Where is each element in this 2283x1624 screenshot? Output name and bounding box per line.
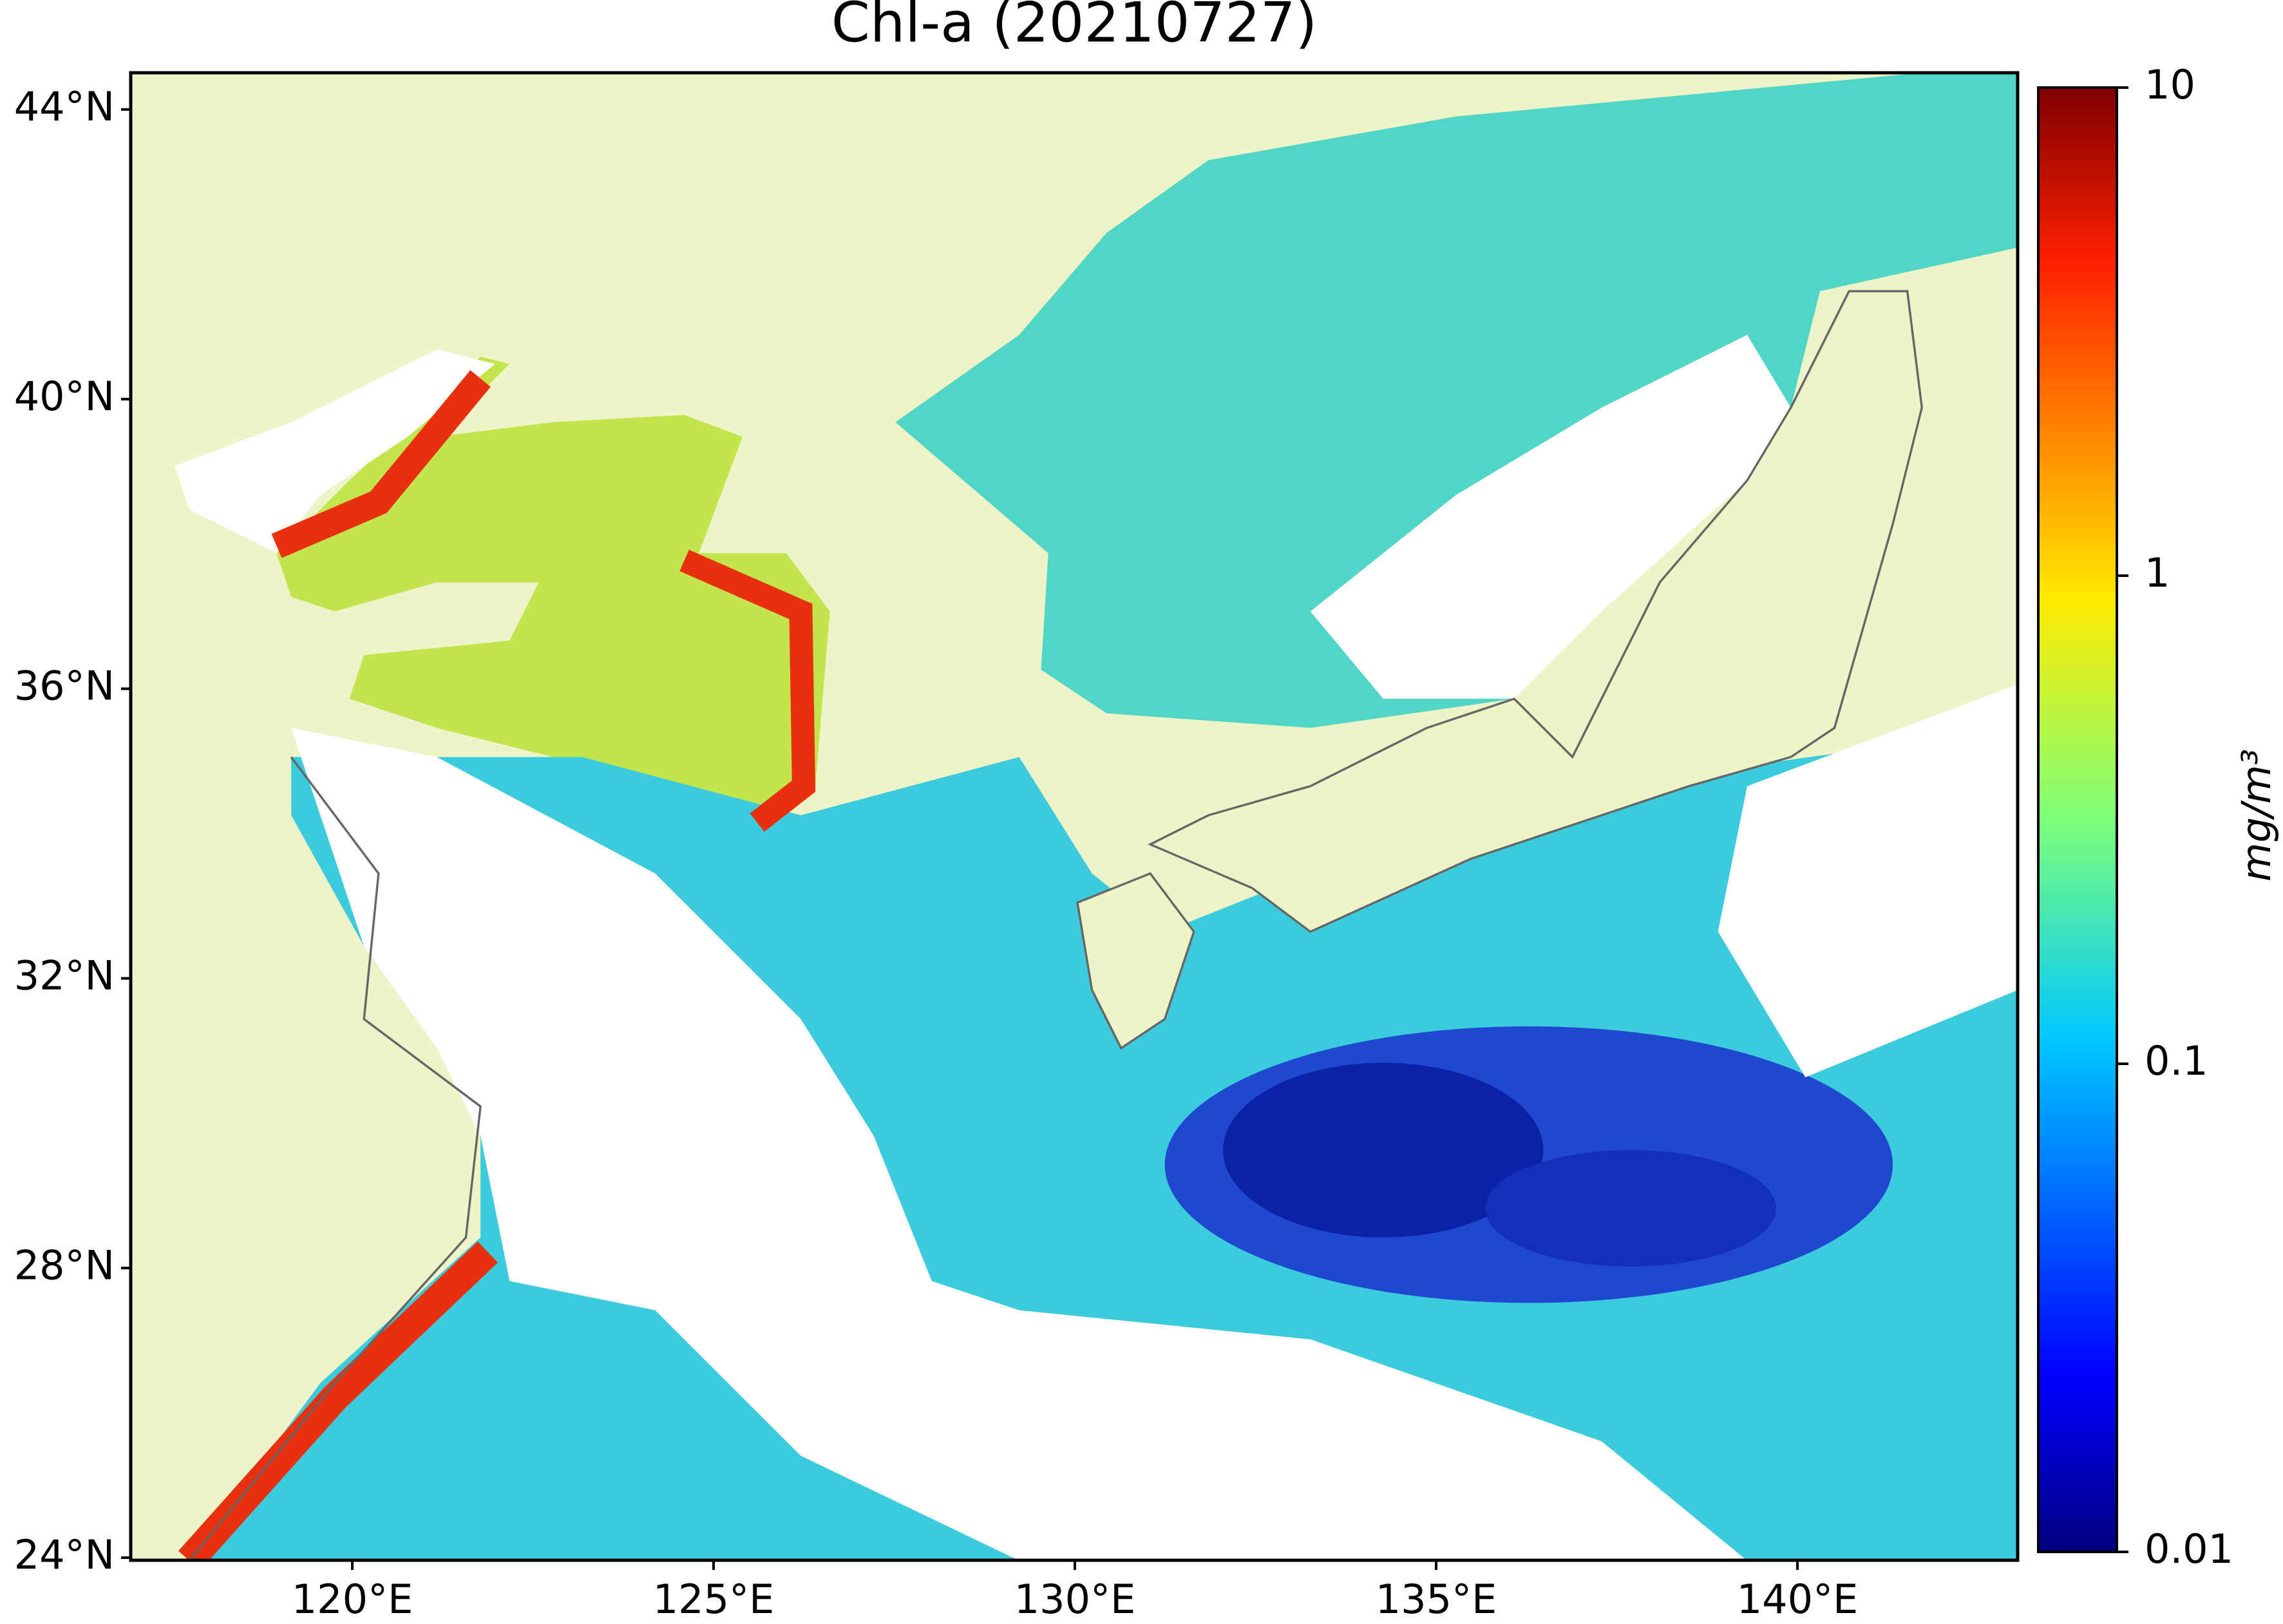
- lat-tick-label: 32°N: [14, 952, 115, 999]
- lon-tick-label: 130°E: [1014, 1576, 1136, 1623]
- colorbar-tick-label: 10: [2145, 61, 2195, 108]
- lat-tick-label: 24°N: [14, 1531, 115, 1578]
- title: Chl-a (20210727): [831, 0, 1317, 55]
- colorbar-tick-label: 1: [2145, 549, 2170, 596]
- lon-tick-label: 140°E: [1737, 1576, 1859, 1623]
- lon-tick-label: 125°E: [653, 1576, 775, 1623]
- lat-tick-label: 44°N: [14, 83, 115, 130]
- lon-tick-label: 120°E: [292, 1576, 413, 1623]
- colorbar-tick-label: 0.1: [2145, 1037, 2208, 1084]
- colorbar-tick-label: 0.01: [2145, 1525, 2233, 1572]
- lat-tick-label: 40°N: [14, 373, 115, 420]
- colorbar: [2037, 86, 2118, 1553]
- lat-tick-label: 28°N: [14, 1242, 115, 1289]
- map-image: [131, 73, 2018, 1561]
- colorbar-label: mg/m³: [2233, 749, 2280, 882]
- lon-tick-label: 135°E: [1376, 1576, 1497, 1623]
- lat-tick-label: 36°N: [14, 663, 115, 710]
